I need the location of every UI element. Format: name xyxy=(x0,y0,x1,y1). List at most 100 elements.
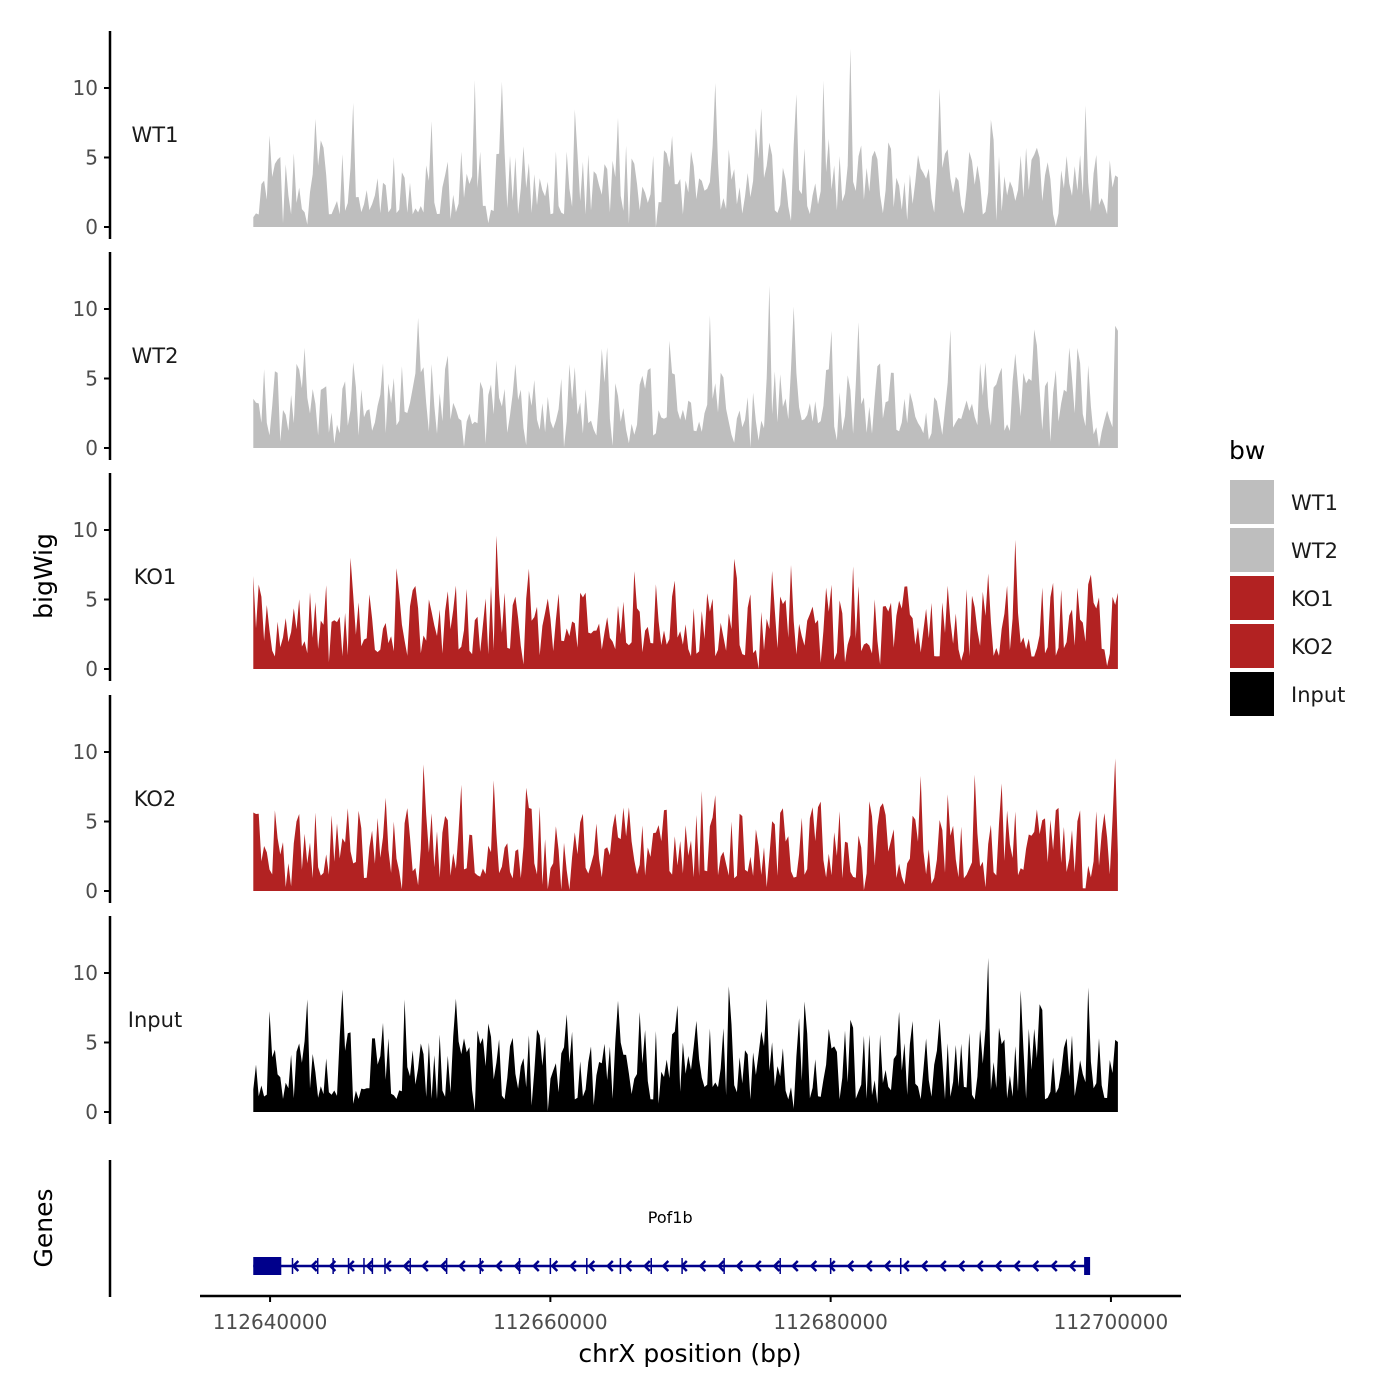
signal-area xyxy=(253,285,1118,448)
strand-arrow xyxy=(587,1260,596,1272)
x-tick-label: 112660000 xyxy=(493,1310,608,1334)
legend-key xyxy=(1230,528,1274,572)
strand-arrow xyxy=(532,1260,540,1272)
strand-arrow xyxy=(439,1260,448,1272)
strand-arrow xyxy=(920,1260,929,1272)
legend-title: bw xyxy=(1229,436,1265,465)
signal-area xyxy=(253,48,1118,228)
legend-label: WT2 xyxy=(1291,539,1338,563)
legend-key xyxy=(1230,576,1274,620)
y-tick-label: 5 xyxy=(85,146,98,170)
strand-arrow xyxy=(310,1260,318,1272)
strand-arrow xyxy=(976,1260,984,1272)
strand-arrow xyxy=(476,1260,485,1272)
gene-model xyxy=(253,1257,1091,1275)
y-tick-label: 10 xyxy=(73,518,98,542)
strand-arrow xyxy=(347,1260,355,1272)
strand-arrow xyxy=(957,1260,966,1272)
gene-utr-block xyxy=(253,1257,282,1275)
track-label: WT2 xyxy=(132,344,179,368)
strand-arrow xyxy=(680,1260,688,1272)
strand-arrow xyxy=(624,1260,633,1272)
x-axis: 112640000 112660000 112680000 112700000 xyxy=(200,1294,1181,1334)
y-tick-label: 0 xyxy=(85,436,98,460)
strand-arrow xyxy=(865,1260,873,1272)
signal-area xyxy=(253,535,1118,669)
track-ko1: 0 5 10 KO1 xyxy=(73,473,1118,681)
track-label: Input xyxy=(128,1008,182,1032)
strand-arrow xyxy=(661,1260,670,1272)
legend-key xyxy=(1230,672,1274,716)
y-tick-label: 0 xyxy=(85,215,98,239)
strand-arrow xyxy=(698,1260,707,1272)
strand-arrow xyxy=(291,1260,300,1272)
y-tick-label: 0 xyxy=(85,879,98,903)
signal-area xyxy=(253,957,1118,1112)
track-wt2: 0 5 10 WT2 xyxy=(73,252,1118,460)
legend-label: Input xyxy=(1291,683,1345,707)
track-ko2: 0 5 10 KO2 xyxy=(73,695,1118,903)
y-tick-label: 10 xyxy=(73,740,98,764)
strand-arrow xyxy=(643,1260,651,1272)
strand-arrow xyxy=(846,1260,855,1272)
strand-arrow xyxy=(550,1260,559,1272)
y-tick-label: 10 xyxy=(73,961,98,985)
x-tick-label: 112700000 xyxy=(1054,1310,1169,1334)
y-tick-label: 10 xyxy=(73,76,98,100)
track-wt1: 0 5 10 WT1 xyxy=(73,31,1118,239)
legend-label: KO2 xyxy=(1291,635,1334,659)
strand-arrow xyxy=(735,1260,744,1272)
bigwig-tracks: 0 5 10 WT1 0 5 10 WT2 0 5 10 KO1 0 5 10 KO2 0 5 10 Input xyxy=(73,31,1118,1124)
strand-arrow xyxy=(606,1260,614,1272)
y-tick-label: 5 xyxy=(85,810,98,834)
y-tick-label: 5 xyxy=(85,588,98,612)
y-tick-label: 5 xyxy=(85,1031,98,1055)
strand-arrow xyxy=(754,1260,762,1272)
strand-arrow xyxy=(1013,1260,1021,1272)
strand-arrow xyxy=(791,1260,799,1272)
track-label: KO2 xyxy=(134,787,177,811)
strand-arrow xyxy=(1031,1260,1040,1272)
legend-label: WT1 xyxy=(1291,491,1338,515)
strand-arrow xyxy=(384,1260,392,1272)
gene-end-block xyxy=(1084,1257,1091,1275)
genes-panel: Genes Pof1b xyxy=(29,1160,1091,1297)
track-label: WT1 xyxy=(132,123,179,147)
y-tick-label: 5 xyxy=(85,367,98,391)
strand-arrow xyxy=(883,1260,892,1272)
legend: bw WT1 WT2 KO1 KO2 Input xyxy=(1229,436,1345,716)
strand-arrow xyxy=(828,1260,836,1272)
x-tick-label: 112640000 xyxy=(213,1310,328,1334)
track-label: KO1 xyxy=(134,565,177,589)
strand-arrow xyxy=(902,1260,910,1272)
y-tick-label: 10 xyxy=(73,297,98,321)
strand-arrow xyxy=(772,1260,781,1272)
x-tick-label: 112680000 xyxy=(773,1310,888,1334)
gene-label: Pof1b xyxy=(648,1208,693,1227)
strand-arrow xyxy=(994,1260,1003,1272)
y-tick-label: 0 xyxy=(85,657,98,681)
legend-label: KO1 xyxy=(1291,587,1334,611)
strand-arrow xyxy=(513,1260,522,1272)
strand-arrow xyxy=(1050,1260,1058,1272)
strand-arrow xyxy=(402,1260,411,1272)
track-input: 0 5 10 Input xyxy=(73,916,1118,1124)
strand-arrow xyxy=(569,1260,577,1272)
legend-key xyxy=(1230,624,1274,668)
strand-arrow xyxy=(717,1260,725,1272)
strand-arrow xyxy=(328,1260,337,1272)
y-axis-title: bigWig xyxy=(29,533,58,619)
y-tick-label: 0 xyxy=(85,1100,98,1124)
strand-arrow xyxy=(939,1260,947,1272)
strand-arrow xyxy=(809,1260,818,1272)
x-axis-title: chrX position (bp) xyxy=(578,1339,801,1368)
strand-arrow xyxy=(1068,1260,1077,1272)
genes-axis-title: Genes xyxy=(29,1188,58,1267)
legend-key xyxy=(1230,480,1274,524)
strand-arrow xyxy=(495,1260,503,1272)
strand-arrow xyxy=(365,1260,374,1272)
strand-arrow xyxy=(458,1260,466,1272)
signal-area xyxy=(253,758,1118,891)
strand-arrow xyxy=(421,1260,429,1272)
